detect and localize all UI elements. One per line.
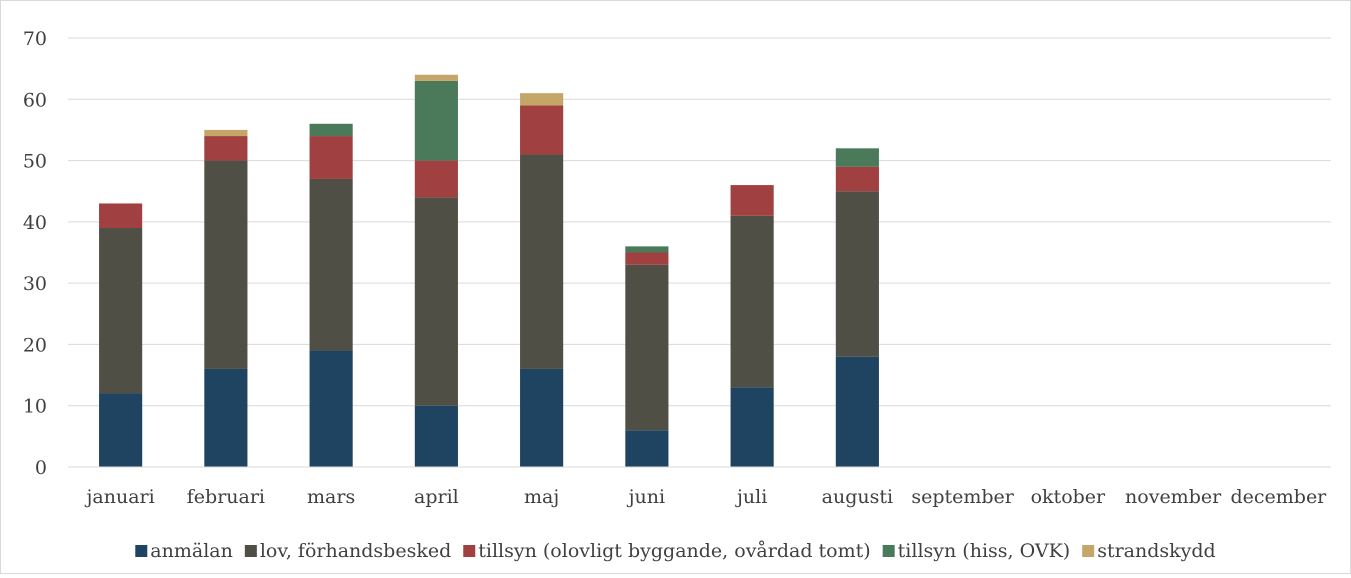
x-tick-label-februari: februari (187, 486, 265, 508)
x-tick-label-september: september (911, 486, 1014, 508)
bar-juli-tillsyn-olovligt-byggande-ovardad-tomt (730, 185, 774, 216)
legend-item-anmalan: anmälan (135, 540, 233, 562)
x-tick-label-januari: januari (85, 486, 155, 508)
bar-maj-anmalan (520, 368, 564, 467)
y-tick-label-0: 0 (35, 457, 47, 479)
y-tick-label-30: 30 (23, 273, 47, 295)
bar-februari-strandskydd (204, 129, 248, 137)
bars (99, 74, 879, 467)
bar-april-tillsyn-hiss-ovk (414, 80, 458, 161)
legend-item-strandskydd: strandskydd (1082, 540, 1216, 562)
bar-april-lov-forhandsbesked (414, 197, 458, 406)
bar-februari-lov-forhandsbesked (204, 160, 248, 369)
bar-maj-tillsyn-olovligt-byggande-ovardad-tomt (520, 105, 564, 155)
bar-augusti-tillsyn-olovligt-byggande-ovardad-tomt (835, 166, 879, 192)
bar-mars-tillsyn-hiss-ovk (309, 123, 353, 137)
legend-item-lov-forhandsbesked: lov, förhandsbesked (244, 540, 451, 562)
bar-mars-lov-forhandsbesked (309, 178, 353, 351)
legend-label-lov-forhandsbesked: lov, förhandsbesked (260, 540, 451, 562)
bar-mars-anmalan (309, 350, 353, 467)
legend-item-tillsyn-olovligt-byggande-ovardad-tomt: tillsyn (olovligt byggande, ovårdad tomt… (463, 540, 871, 562)
legend-label-anmalan: anmälan (150, 540, 233, 562)
y-tick-label-50: 50 (23, 151, 47, 173)
bar-januari-anmalan (99, 393, 143, 467)
bar-februari-tillsyn-olovligt-byggande-ovardad-tomt (204, 136, 248, 161)
legend-label-tillsyn-hiss-ovk: tillsyn (hiss, OVK) (898, 540, 1071, 562)
bar-augusti-lov-forhandsbesked (835, 191, 879, 357)
legend-swatch-anmalan (135, 545, 148, 557)
legend-swatch-tillsyn-olovligt-byggande-ovardad-tomt (463, 545, 476, 557)
bar-maj-lov-forhandsbesked (520, 154, 564, 369)
y-tick-label-60: 60 (23, 89, 47, 111)
gridlines (68, 37, 1331, 407)
x-tick-label-mars: mars (307, 486, 355, 508)
bar-februari-anmalan (204, 368, 248, 467)
bar-januari-lov-forhandsbesked (99, 227, 143, 394)
bar-mars-tillsyn-olovligt-byggande-ovardad-tomt (309, 136, 353, 179)
bar-april-tillsyn-olovligt-byggande-ovardad-tomt (414, 160, 458, 198)
legend: anmälan lov, förhandsbesked tillsyn (olovl… (135, 540, 1216, 562)
y-tick-label-10: 10 (23, 396, 47, 418)
x-tick-label-december: december (1230, 486, 1327, 508)
bar-juni-anmalan (625, 430, 669, 467)
x-tick-label-juli: juli (735, 486, 767, 508)
bar-juni-lov-forhandsbesked (625, 264, 669, 431)
bar-april-strandskydd (414, 74, 458, 81)
bar-juni-tillsyn-olovligt-byggande-ovardad-tomt (625, 252, 669, 265)
bar-juli-lov-forhandsbesked (730, 215, 774, 388)
legend-item-tillsyn-hiss-ovk: tillsyn (hiss, OVK) (882, 540, 1071, 562)
x-axis-ticks: januari februari mars april maj juni juli augus… (85, 486, 1328, 508)
y-axis-ticks: 0 10 20 30 40 50 60 70 (23, 28, 47, 479)
x-tick-label-april: april (414, 486, 459, 508)
bar-juli-anmalan (730, 387, 774, 467)
legend-label-tillsyn-olovligt-byggande-ovardad-tomt: tillsyn (olovligt byggande, ovårdad tomt… (478, 540, 870, 562)
x-tick-label-november: november (1125, 486, 1222, 508)
y-tick-label-40: 40 (23, 212, 47, 234)
bar-juni-tillsyn-hiss-ovk (625, 246, 669, 253)
y-tick-label-20: 20 (23, 334, 47, 356)
y-tick-label-70: 70 (23, 28, 47, 50)
legend-swatch-tillsyn-hiss-ovk (882, 545, 895, 557)
x-tick-label-juni: juni (627, 486, 665, 508)
legend-label-strandskydd: strandskydd (1097, 540, 1216, 562)
bar-maj-strandskydd (520, 93, 564, 106)
x-tick-label-oktober: oktober (1031, 486, 1106, 508)
x-tick-label-maj: maj (524, 486, 559, 508)
bar-augusti-tillsyn-hiss-ovk (835, 148, 879, 167)
bar-januari-tillsyn-olovligt-byggande-ovardad-tomt (99, 203, 143, 228)
legend-swatch-strandskydd (1082, 545, 1095, 557)
legend-swatch-lov-forhandsbesked (244, 545, 257, 557)
x-tick-label-augusti: augusti (822, 486, 893, 508)
bar-augusti-anmalan (835, 356, 879, 467)
bar-april-anmalan (414, 405, 458, 467)
